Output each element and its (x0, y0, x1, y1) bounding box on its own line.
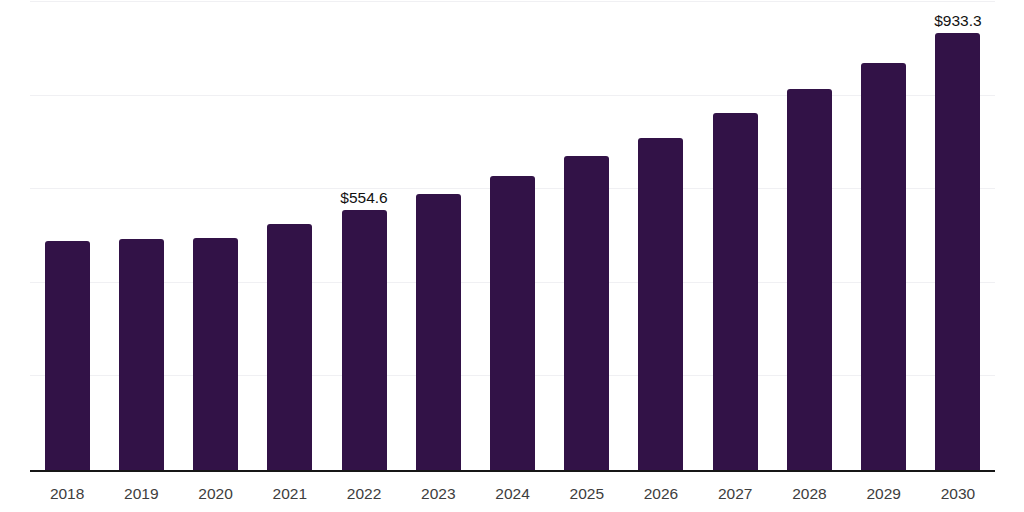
bar-value-label: $933.3 (934, 13, 981, 29)
x-tick-label: 2019 (104, 470, 178, 502)
bar (45, 241, 90, 470)
bar: $554.6 (342, 210, 387, 470)
x-tick-label: 2025 (550, 470, 624, 502)
bar-group (401, 2, 475, 470)
bar-group (550, 2, 624, 470)
plot-area: $554.6 $933.3 (30, 2, 995, 472)
bar-group (624, 2, 698, 470)
bar-group (475, 2, 549, 470)
x-tick-label: 2024 (475, 470, 549, 502)
bars-row: $554.6 $933.3 (30, 2, 995, 470)
bar-group (698, 2, 772, 470)
x-axis-labels: 2018201920202021202220232024202520262027… (30, 470, 995, 502)
bar (638, 138, 683, 470)
bar (193, 238, 238, 470)
bar-chart: $554.6$933.3 201820192020202120222023202… (0, 0, 1024, 512)
bar (713, 113, 758, 470)
x-tick-label: 2021 (253, 470, 327, 502)
x-tick-label: 2030 (921, 470, 995, 502)
x-tick-label: 2018 (30, 470, 104, 502)
bar (861, 63, 906, 470)
bar-group (104, 2, 178, 470)
x-tick-label: 2027 (698, 470, 772, 502)
bar-group (253, 2, 327, 470)
x-tick-label: 2028 (772, 470, 846, 502)
bar-group (30, 2, 104, 470)
x-tick-label: 2029 (847, 470, 921, 502)
bar (564, 156, 609, 470)
bar (787, 89, 832, 470)
bar: $933.3 (935, 33, 980, 470)
bar (119, 239, 164, 470)
x-tick-label: 2026 (624, 470, 698, 502)
bar-group (847, 2, 921, 470)
bar-value-label: $554.6 (340, 190, 387, 206)
bar-group (772, 2, 846, 470)
bar-group: $933.3 (921, 2, 995, 470)
x-tick-label: 2023 (401, 470, 475, 502)
x-tick-label: 2020 (178, 470, 252, 502)
bar-group: $554.6 (327, 2, 401, 470)
bar-group (178, 2, 252, 470)
bar (416, 194, 461, 470)
x-tick-label: 2022 (327, 470, 401, 502)
bar (267, 224, 312, 470)
bar (490, 176, 535, 470)
